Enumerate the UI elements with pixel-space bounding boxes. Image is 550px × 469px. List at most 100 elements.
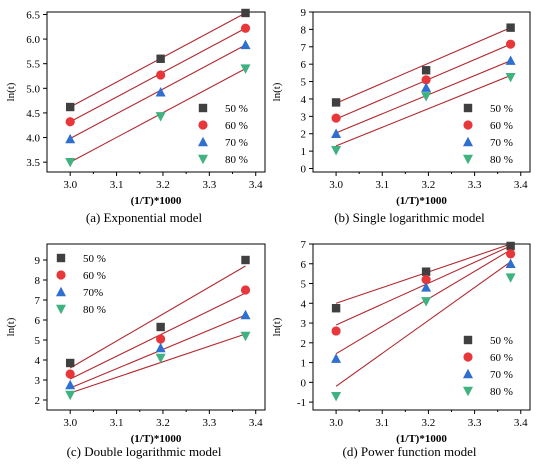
- marker-c3-s2-p0: [331, 353, 342, 363]
- y-tick-label: 7: [301, 239, 307, 251]
- marker-c1-s0-p0: [331, 98, 341, 107]
- y-tick-label: 3: [301, 318, 307, 330]
- x-tick-label: 3.3: [202, 417, 216, 429]
- marker-c1-s0-p1: [421, 66, 431, 75]
- fit-line-1: [335, 245, 511, 326]
- x-tick-label: 3.0: [63, 417, 77, 429]
- legend-label: 80 %: [490, 154, 513, 166]
- fit-line-2: [335, 60, 511, 134]
- y-tick-label: 8: [301, 24, 307, 36]
- y-tick-label: 3: [301, 111, 307, 123]
- marker-c3-s0-p0: [331, 304, 341, 313]
- y-tick-label: 5: [35, 335, 41, 347]
- y-tick-label: 1: [301, 146, 307, 158]
- x-tick-label: 3.2: [422, 417, 436, 429]
- marker-c3-sleg0-p0: [463, 335, 473, 345]
- y-tick-label: 5: [301, 77, 307, 89]
- marker-c3-sleg1-p0: [463, 352, 473, 362]
- y-tick-label: 5.0: [26, 83, 40, 95]
- legend-label: 70 %: [490, 369, 513, 381]
- y-tick-label: 7: [301, 42, 307, 54]
- y-tick-label: 6.5: [26, 9, 40, 21]
- marker-c3-s3-p0: [331, 391, 342, 402]
- panel-caption: (a) Exponential model: [86, 210, 203, 225]
- x-axis-label: (1/T)*1000: [131, 433, 182, 445]
- marker-c0-s2-p1: [155, 87, 166, 97]
- legend-label: 80 %: [83, 304, 106, 316]
- y-tick-label: 4: [301, 298, 307, 310]
- y-tick-label: 4: [301, 94, 307, 106]
- y-axis-label: ln(t): [5, 317, 17, 336]
- marker-c0-s0-p2: [241, 8, 250, 18]
- y-tick-label: -1: [297, 397, 306, 409]
- y-tick-label: 3.5: [26, 157, 40, 169]
- marker-c1-s3-p2: [505, 73, 516, 83]
- marker-c1-s1-p2: [506, 39, 516, 49]
- x-axis-label: (1/T)*1000: [131, 195, 182, 207]
- x-tick-label: 3.4: [514, 179, 528, 191]
- marker-c2-s1-p2: [240, 285, 251, 295]
- marker-c2-sleg2-p0: [56, 286, 66, 297]
- marker-c2-s2-p0: [65, 379, 76, 390]
- marker-c0-s1-p0: [65, 117, 75, 127]
- y-tick-label: 2: [301, 129, 307, 141]
- legend-label: 50 %: [490, 335, 513, 347]
- marker-c2-s3-p0: [65, 390, 76, 401]
- x-tick-label: 3.3: [468, 179, 482, 191]
- marker-c2-sleg3-p0: [56, 304, 66, 315]
- panel-caption: (c) Double logarithmic model: [67, 444, 222, 459]
- marker-c3-sleg2-p0: [463, 368, 473, 379]
- x-tick-label: 3.1: [375, 179, 389, 191]
- x-tick-label: 3.1: [110, 417, 124, 429]
- y-tick-label: 1: [301, 358, 307, 370]
- marker-c2-sleg1-p0: [56, 270, 66, 280]
- y-tick-label: 4.0: [26, 133, 40, 145]
- marker-c3-s0-p1: [421, 267, 431, 276]
- y-tick-label: 7: [35, 295, 41, 307]
- legend-label: 70%: [83, 287, 103, 299]
- marker-c0-sleg2-p0: [198, 136, 208, 147]
- panel-caption: (b) Single logarithmic model: [334, 210, 485, 225]
- fit-line-2: [335, 249, 511, 355]
- x-tick-label: 3.1: [110, 179, 124, 191]
- marker-c2-sleg0-p0: [56, 253, 66, 263]
- legend-label: 50 %: [83, 253, 106, 265]
- marker-c0-sleg0-p0: [198, 103, 208, 113]
- marker-c1-sleg2-p0: [463, 136, 473, 147]
- marker-c0-s3-p1: [155, 112, 166, 122]
- legend-label: 50 %: [225, 103, 248, 115]
- marker-c3-s1-p0: [331, 326, 341, 336]
- marker-c1-sleg3-p0: [463, 154, 473, 165]
- marker-c1-sleg1-p0: [463, 120, 473, 130]
- legend-label: 70 %: [490, 137, 513, 149]
- x-tick-label: 3.2: [156, 179, 170, 191]
- legend-label: 60 %: [83, 270, 106, 282]
- marker-c2-s3-p1: [155, 353, 166, 364]
- chart-panel-1: 3.0 3.1 3.2 3.3 3.4 0 1 2 3 4 5 6 7 8 9 (1/T)*1000 ln(t)…: [271, 7, 531, 225]
- y-axis-label: ln(t): [271, 317, 283, 336]
- x-tick-label: 3.4: [249, 417, 263, 429]
- marker-c2-s0-p2: [241, 255, 250, 265]
- y-tick-label: 4: [35, 355, 41, 367]
- y-tick-label: 6: [301, 259, 307, 271]
- marker-c3-s3-p1: [421, 297, 432, 307]
- marker-c0-s2-p0: [65, 133, 76, 144]
- x-tick-label: 3.0: [329, 179, 343, 191]
- legend-label: 60 %: [225, 120, 248, 132]
- fit-line-3: [335, 74, 511, 147]
- marker-c1-s1-p1: [421, 75, 431, 85]
- y-tick-label: 2: [301, 338, 307, 350]
- x-tick-label: 3.2: [422, 179, 436, 191]
- chart-panel-0: 3.0 3.1 3.2 3.3 3.4 3.5 4.0 4.5 5.0 5.5 6.0 6.5 (1/T…: [5, 8, 266, 225]
- y-axis-label: ln(t): [5, 82, 17, 101]
- x-axis-label: (1/T)*1000: [396, 195, 447, 207]
- fit-line-0: [69, 265, 246, 369]
- x-tick-label: 3.0: [329, 417, 343, 429]
- marker-c1-s2-p2: [505, 55, 516, 65]
- x-axis-label: (1/T)*1000: [396, 433, 447, 445]
- marker-c0-s0-p1: [156, 54, 165, 63]
- y-tick-label: 5: [301, 279, 307, 291]
- plot-frame: [312, 11, 531, 173]
- y-tick-label: 6: [301, 59, 307, 71]
- x-tick-label: 3.4: [249, 179, 263, 191]
